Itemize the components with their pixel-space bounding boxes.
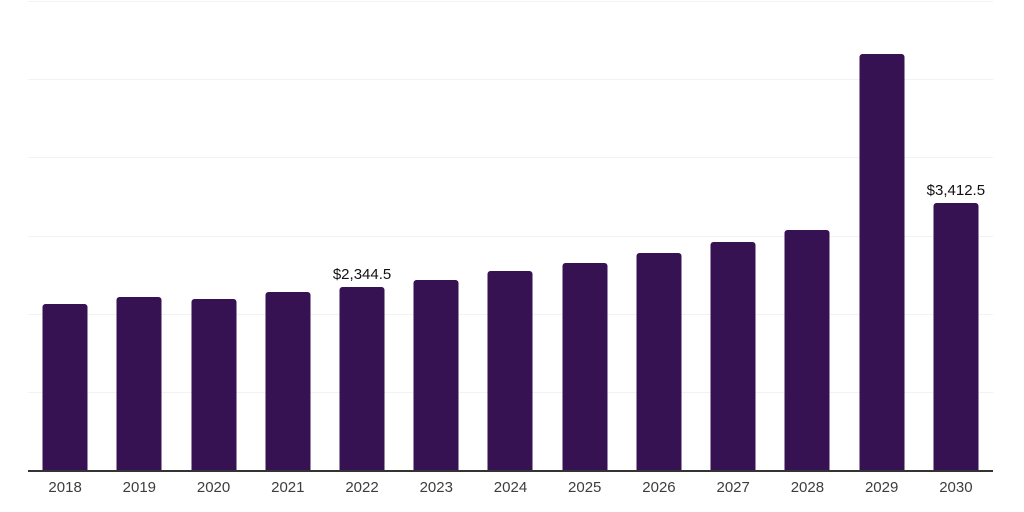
x-tick-label-2025: 2025: [568, 479, 602, 496]
gridline: [28, 79, 993, 81]
bar-slot-2024: [473, 1, 547, 470]
bar-2029[interactable]: [859, 53, 905, 470]
bar-slot-2026: [622, 1, 696, 470]
gridline: [28, 235, 993, 237]
bar-slot-2028: [770, 1, 844, 470]
bar-2020[interactable]: [191, 298, 237, 470]
bar-2021[interactable]: [265, 292, 311, 470]
bar-slot-2021: [251, 1, 325, 470]
x-tick-label-2024: 2024: [493, 479, 528, 496]
bar-2023[interactable]: [413, 280, 459, 470]
bar-2025[interactable]: [562, 262, 608, 470]
bar-chart: $2,344.5 $3,412.5 2018 2019 2020 2021 2022 202…: [28, 1, 993, 509]
bar-2030[interactable]: [933, 203, 979, 470]
gridline: [28, 1, 993, 2]
x-tick-label-2020: 2020: [196, 479, 231, 496]
bar-2018[interactable]: [42, 304, 88, 470]
bar-2022[interactable]: [339, 286, 385, 470]
bar-value-label-2030: $3,412.5: [926, 182, 986, 200]
x-tick-label-2018: 2018: [48, 479, 82, 496]
bar-2027[interactable]: [710, 242, 756, 470]
bar-slot-2027: [696, 1, 770, 470]
bar-slot-2023: [399, 1, 473, 470]
x-tick-label-2022: 2022: [345, 479, 379, 496]
bar-2026[interactable]: [636, 253, 682, 470]
x-tick-label-2027: 2027: [716, 479, 750, 496]
x-tick-label-2021: 2021: [271, 479, 305, 496]
bar-slot-2030: $3,412.5: [919, 1, 993, 470]
bar-slot-2025: [548, 1, 622, 470]
plot-area: $2,344.5 $3,412.5: [28, 1, 993, 472]
x-tick-label-2023: 2023: [419, 479, 453, 496]
x-tick-label-2028: 2028: [790, 479, 825, 496]
x-tick-label-2030: 2030: [939, 479, 973, 496]
bar-2028[interactable]: [784, 230, 830, 470]
x-axis-tick-labels: 2018 2019 2020 2021 2022 2023 2024 2025 2026 2027…: [28, 479, 993, 509]
bar-slot-2018: [28, 1, 102, 470]
x-tick-label-2026: 2026: [642, 479, 676, 496]
bar-slot-2019: [102, 1, 176, 470]
bar-slot-2029: [845, 1, 919, 470]
bar-slot-2022: $2,344.5: [325, 1, 399, 470]
x-tick-label-2019: 2019: [122, 479, 157, 496]
bar-2019[interactable]: [116, 297, 162, 470]
gridline: [28, 157, 993, 159]
bar-2024[interactable]: [487, 271, 533, 470]
x-axis-line: [28, 470, 993, 472]
bar-value-label-2022: $2,344.5: [332, 265, 392, 283]
x-tick-label-2029: 2029: [864, 479, 899, 496]
bar-slot-2020: [176, 1, 250, 470]
